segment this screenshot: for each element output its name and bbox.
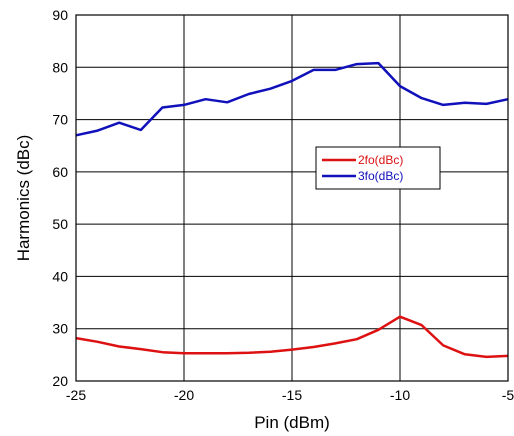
legend: 2fo(dBc) 3fo(dBc): [315, 146, 441, 190]
x-tick-label: -10: [390, 387, 410, 403]
x-tick-label: -25: [66, 387, 86, 403]
y-tick-label: 80: [52, 59, 68, 75]
x-tick-label: -15: [282, 387, 302, 403]
series-lines: [75, 61, 509, 359]
x-tick-label: -20: [174, 387, 194, 403]
y-tick-labels: 20 30 40 50 60 70 80 90: [52, 7, 68, 389]
y-tick-label: 30: [52, 321, 68, 337]
series-line-2fo: [75, 315, 509, 359]
gridlines: [76, 15, 508, 381]
legend-box: [315, 146, 441, 190]
y-tick-label: 60: [52, 164, 68, 180]
y-tick-label: 50: [52, 216, 68, 232]
x-tick-label: -5: [502, 387, 514, 403]
y-axis-label: Harmonics (dBc): [14, 135, 33, 262]
y-tick-label: 70: [52, 112, 68, 128]
series-line-3fo: [75, 61, 509, 137]
y-tick-label: 90: [52, 7, 68, 23]
legend-label-3fo: 3fo(dBc): [358, 169, 403, 183]
y-tick-label: 40: [52, 268, 68, 284]
y-tick-label: 20: [52, 373, 68, 389]
x-axis-label: Pin (dBm): [254, 413, 330, 432]
plot-frame: [75, 14, 509, 382]
x-tick-labels: -25 -20 -15 -10 -5: [66, 387, 514, 403]
legend-label-2fo: 2fo(dBc): [358, 153, 403, 167]
